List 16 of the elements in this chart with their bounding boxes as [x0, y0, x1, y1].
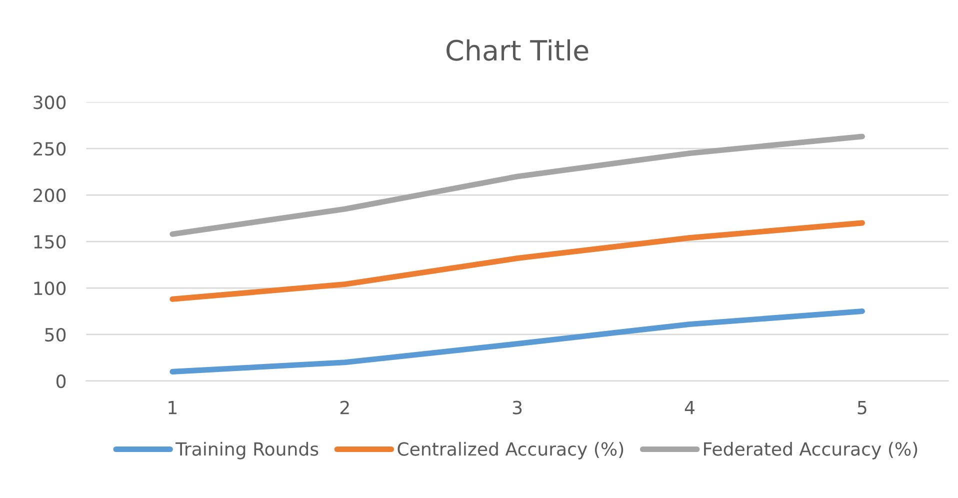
legend-label: Centralized Accuracy (%) [398, 442, 624, 460]
y-tick-label: 250 [34, 142, 66, 156]
x-tick-label: 2 [340, 400, 349, 414]
y-tick-label: 100 [34, 281, 66, 296]
chart-title: Chart Title [446, 39, 588, 61]
x-tick-label: 5 [858, 400, 866, 414]
legend-label: Federated Accuracy (%) [704, 442, 918, 460]
y-tick-label: 200 [34, 188, 66, 202]
x-tick-label: 1 [168, 400, 177, 414]
x-tick-label: 4 [684, 400, 694, 414]
y-tick-label: 50 [45, 328, 66, 342]
y-tick-label: 300 [34, 96, 66, 110]
y-tick-label: 150 [34, 234, 66, 249]
legend-label: Training Rounds [176, 442, 318, 460]
x-tick-label: 3 [512, 400, 522, 414]
y-tick-label: 0 [56, 374, 66, 388]
